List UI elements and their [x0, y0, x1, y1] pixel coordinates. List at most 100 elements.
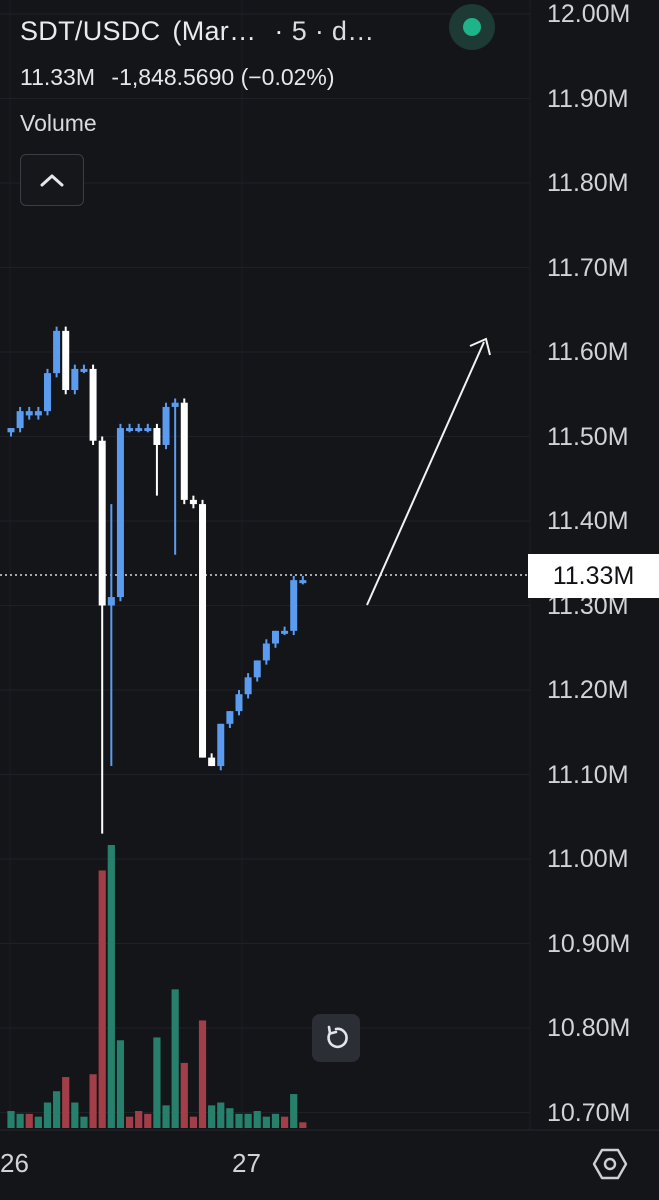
volume-bar [25, 1113, 33, 1128]
candle-body [34, 411, 42, 416]
candle [34, 406, 42, 420]
volume-bar [107, 845, 115, 1128]
candle [144, 423, 152, 433]
price-grid [0, 13, 530, 1113]
volume-bar [208, 1105, 216, 1128]
price-axis-label: 12.00M [547, 0, 631, 28]
candle-body [271, 630, 279, 644]
candle-body [153, 428, 161, 445]
candle-body [126, 428, 134, 432]
candle [262, 639, 270, 665]
interval-label[interactable]: 5 · d… [291, 15, 375, 46]
candle-body [25, 411, 33, 416]
price-axis-label: 11.70M [547, 253, 629, 282]
candle [253, 660, 261, 682]
volume-bar [180, 1062, 188, 1128]
volume-bar [80, 1116, 88, 1128]
candle-body [135, 428, 143, 432]
candle-body [162, 406, 170, 445]
candle [53, 326, 61, 378]
candle [153, 423, 161, 496]
candle-body [98, 440, 106, 606]
live-status-icon[interactable] [449, 4, 495, 50]
candle [7, 428, 15, 437]
reset-icon [327, 1025, 348, 1049]
candle [135, 423, 143, 433]
volume-bar [281, 1116, 289, 1128]
last-value: 11.33M [20, 64, 96, 90]
candle-body [7, 428, 15, 433]
candle [299, 575, 307, 585]
candle-body [71, 368, 79, 391]
candle [16, 406, 24, 433]
candle [25, 406, 33, 420]
candle-body [217, 723, 225, 767]
volume-bar [43, 1102, 52, 1128]
volume-label: Volume [20, 110, 97, 136]
candle [199, 499, 207, 758]
candle [217, 723, 225, 771]
candle [62, 326, 70, 395]
price-change: -1,848.5690 (−0.02%) [111, 64, 335, 90]
candle-body [199, 504, 207, 758]
candle [281, 626, 289, 636]
current-price-tag: 11.33M [528, 554, 659, 598]
candle [71, 364, 79, 395]
candle-body [262, 643, 270, 661]
price-axis-label: 11.60M [547, 338, 629, 366]
collapse-legend-button[interactable] [20, 154, 84, 206]
candle [43, 368, 51, 416]
price-axis-label: 11.10M [547, 760, 629, 789]
candle-body [144, 428, 152, 432]
price-axis-label: 10.80M [547, 1014, 631, 1042]
volume-bar [226, 1108, 234, 1128]
market-name[interactable]: (Mar… [172, 15, 257, 46]
volume-bar [299, 1122, 307, 1128]
candle-body [16, 411, 24, 429]
time-axis-label-27: 27 [232, 1148, 261, 1178]
volume-bar [7, 1111, 15, 1128]
volume-bar [198, 1020, 207, 1128]
candle [290, 575, 298, 636]
volume-bar [116, 1040, 125, 1128]
candle [271, 630, 279, 648]
volume-bar [135, 1111, 143, 1128]
price-axis-label: 11.00M [547, 845, 629, 873]
candle [189, 495, 197, 509]
candle-body [107, 597, 115, 606]
price-axis-label: 11.90M [547, 84, 629, 113]
volume-bar [162, 1105, 170, 1128]
candle [208, 753, 216, 767]
price-axis-label: 11.50M [547, 422, 629, 451]
volume-bar [235, 1113, 243, 1128]
chevron-up-icon [40, 174, 64, 187]
candle [244, 673, 252, 699]
candle-body [43, 373, 51, 412]
settings-icon[interactable] [592, 1146, 628, 1182]
candle [235, 690, 243, 716]
price-axis-label: 11.20M [547, 676, 629, 704]
volume-bars [7, 845, 307, 1128]
volume-bar [62, 1077, 70, 1128]
volume-bar [53, 1091, 61, 1128]
volume-bar [71, 1102, 79, 1128]
candle [116, 423, 124, 602]
volume-bar [98, 870, 106, 1128]
volume-bar [262, 1116, 270, 1128]
candle [98, 436, 106, 834]
candle-body [208, 757, 216, 767]
candle-body [180, 402, 188, 500]
candle-body [226, 711, 234, 724]
time-axis-label-26: 26 [0, 1148, 29, 1178]
candle-body [290, 580, 298, 631]
candle-body [53, 330, 61, 374]
volume-bar [16, 1113, 24, 1128]
reset-chart-button[interactable] [312, 1014, 360, 1062]
volume-bar [253, 1111, 261, 1128]
candle-body [235, 694, 243, 712]
price-axis-label: 11.80M [547, 169, 629, 197]
symbol-title[interactable]: SDT/USDC [20, 15, 161, 46]
volume-bar [171, 989, 179, 1128]
volume-bar [290, 1094, 298, 1128]
